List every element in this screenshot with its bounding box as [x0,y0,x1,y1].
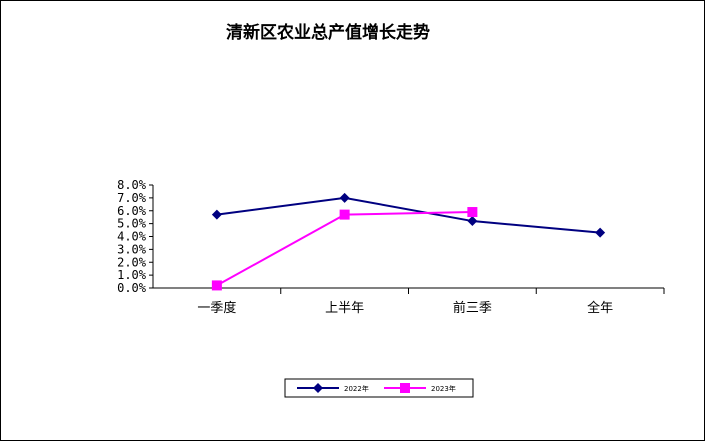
data-point [339,192,350,203]
data-point [467,207,478,218]
y-tick-label: 7.0% [117,191,147,205]
y-tick-label: 2.0% [117,255,147,269]
chart-axes [149,184,665,294]
y-tick-label: 0.0% [117,281,147,295]
data-point [211,209,222,220]
chart-series [211,192,606,291]
legend-box [284,378,474,398]
series-line [216,196,601,234]
y-tick-label: 3.0% [117,242,147,256]
data-point [467,216,478,227]
x-tick-label: 前三季 [453,300,492,316]
x-tick-labels: 一季度 上半年 前三季 全年 [197,300,613,316]
x-tick-label: 上半年 [325,301,364,316]
y-tick-label: 1.0% [117,268,147,282]
legend-marker [313,383,323,393]
series-line [216,211,473,287]
data-point [211,280,222,291]
legend-label: 2022年 [344,384,369,393]
chart-title: 清新区农业总产值增长走势 [226,23,430,43]
x-tick-label: 一季度 [197,300,236,316]
y-tick-label: 6.0% [117,204,147,218]
series-2 [211,207,478,291]
legend-label: 2023年 [431,384,456,393]
data-point [595,227,606,238]
chart-legend: 2022年 2023年 [284,378,474,398]
y-tick-label: 5.0% [117,217,147,231]
y-tick-label: 4.0% [117,230,147,244]
x-tick-label: 全年 [587,300,613,316]
legend-marker [400,383,410,393]
series-1 [211,192,606,238]
y-tick-label: 8.0% [117,178,147,192]
data-point [339,209,350,220]
y-tick-labels: 0.0%1.0%2.0%3.0%4.0%5.0%6.0%7.0%8.0% [117,178,147,295]
